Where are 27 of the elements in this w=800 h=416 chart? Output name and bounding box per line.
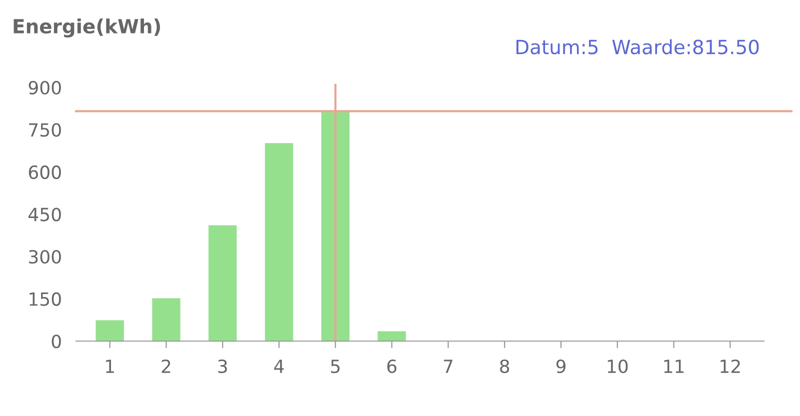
y-tick-label: 750 <box>29 123 61 137</box>
x-tick-label: 3 <box>218 359 227 374</box>
y-tick-label: 150 <box>30 292 61 306</box>
y-tick-label: 600 <box>28 165 61 180</box>
bar <box>321 111 350 342</box>
x-tick-label: 7 <box>444 360 452 373</box>
x-tick-label: 6 <box>387 359 396 374</box>
x-tick-label: 9 <box>556 359 566 374</box>
x-tick-label: 4 <box>274 360 284 373</box>
bar <box>264 143 294 342</box>
x-tick-label: 12 <box>720 359 740 373</box>
y-tick-label: 900 <box>28 80 61 94</box>
x-tick-label: 11 <box>664 360 684 373</box>
x-tick-label: 5 <box>331 360 340 374</box>
x-tick-label: 2 <box>162 359 170 373</box>
text: Datum:5 Waarde:815.50 <box>516 39 759 54</box>
y-tick-label: 0 <box>52 334 61 348</box>
bar <box>152 298 180 342</box>
bar <box>96 320 124 342</box>
bar <box>378 331 406 342</box>
y-tick-label: 450 <box>28 208 61 222</box>
y-axis-title: Energie(kWh) <box>14 18 160 38</box>
x-tick-label: 1 <box>106 360 114 373</box>
x-tick-label: 10 <box>608 359 628 374</box>
x-tick-label: 8 <box>500 359 510 374</box>
y-tick-label: 300 <box>29 250 61 264</box>
bar <box>208 225 237 342</box>
